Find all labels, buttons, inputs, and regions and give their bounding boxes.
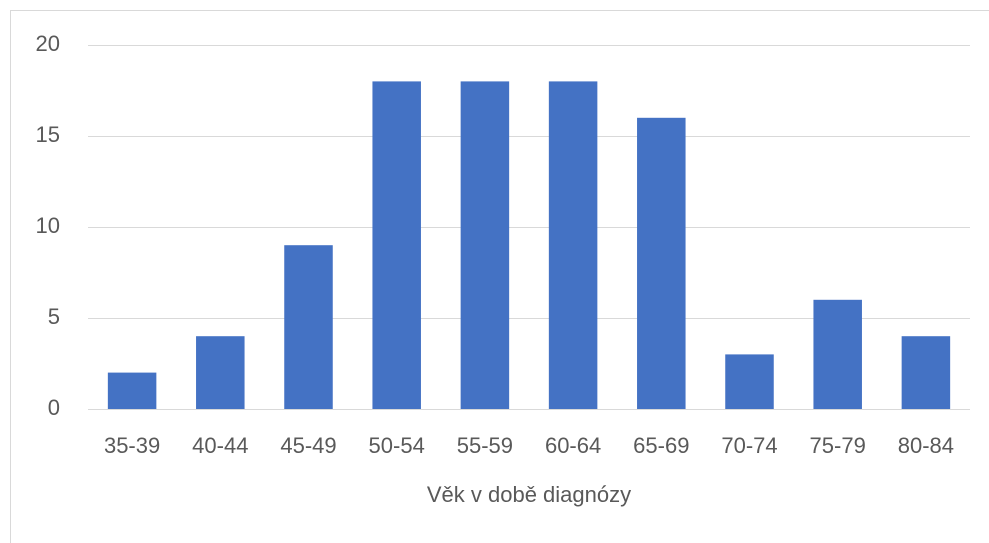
y-tick-label: 0 — [48, 395, 60, 420]
x-tick-label: 35-39 — [104, 433, 160, 458]
bar — [460, 81, 510, 410]
x-axis-label: Věk v době diagnózy — [427, 482, 631, 507]
bar — [107, 372, 157, 409]
x-tick-label: 60-64 — [545, 433, 601, 458]
x-tick-label: 65-69 — [633, 433, 689, 458]
bar — [372, 81, 421, 410]
x-tick-label: 55-59 — [457, 433, 513, 458]
x-tick-label: 75-79 — [810, 433, 866, 458]
x-tick-label: 40-44 — [192, 433, 248, 458]
bar — [637, 117, 686, 410]
y-tick-label: 5 — [48, 304, 60, 329]
x-tick-label: 70-74 — [721, 433, 777, 458]
bar — [548, 81, 598, 410]
bar — [901, 336, 951, 409]
x-tick-label: 50-54 — [369, 433, 425, 458]
y-tick-label: 15 — [36, 122, 60, 147]
x-tick-label: 80-84 — [898, 433, 954, 458]
bar — [813, 299, 862, 409]
x-tick-label: 45-49 — [280, 433, 336, 458]
chart-border — [10, 10, 989, 543]
bar — [725, 354, 774, 409]
bar — [196, 336, 245, 409]
y-tick-label: 10 — [36, 213, 60, 238]
y-tick-label: 20 — [36, 31, 60, 56]
bar — [284, 245, 333, 409]
